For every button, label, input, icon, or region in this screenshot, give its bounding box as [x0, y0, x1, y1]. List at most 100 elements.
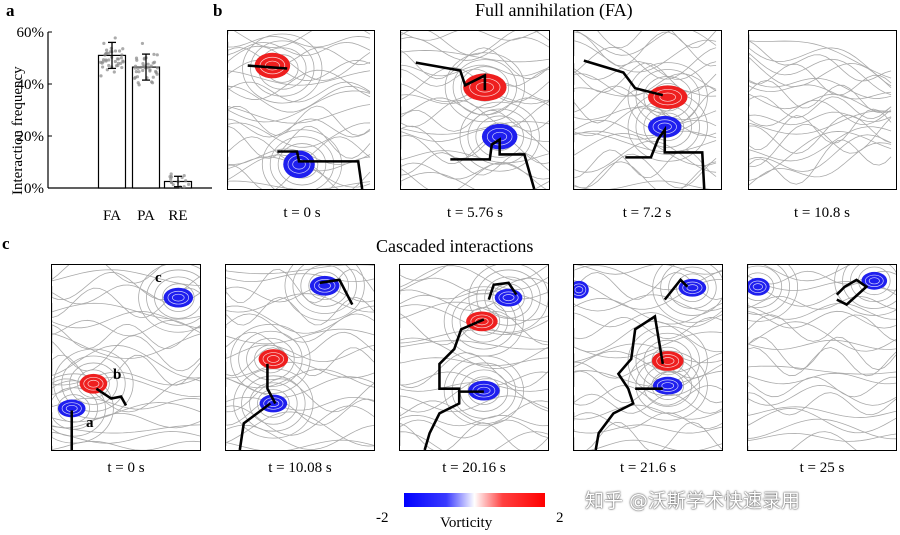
vortex-contour — [653, 89, 682, 106]
streamline — [574, 85, 717, 113]
circular-streamline — [249, 382, 298, 425]
streamline — [748, 314, 896, 342]
streamline — [749, 77, 892, 99]
streamlines — [749, 34, 892, 186]
fa-frame-0 — [227, 30, 375, 190]
streamline — [574, 384, 722, 406]
circular-streamline — [484, 276, 533, 319]
streamline — [228, 104, 371, 124]
streamline — [574, 132, 717, 153]
streamline — [400, 340, 548, 350]
circular-streamline — [57, 394, 90, 423]
data-point — [150, 81, 155, 85]
cascade-frame-4 — [747, 264, 897, 451]
streamline — [749, 134, 892, 172]
streamline — [574, 424, 722, 434]
data-point — [116, 63, 120, 68]
streamline — [574, 312, 722, 328]
streamline — [228, 31, 371, 48]
vorticity-colorbar — [404, 493, 545, 507]
streamline — [749, 139, 892, 185]
streamline — [749, 142, 892, 186]
streamline — [401, 64, 549, 77]
vortex-streamlines — [284, 265, 365, 321]
streamline — [400, 289, 548, 300]
streamline — [228, 125, 371, 159]
data-point — [120, 65, 124, 70]
circular-streamline — [460, 66, 510, 109]
circular-streamline — [468, 265, 548, 333]
negative-vortex — [748, 277, 770, 296]
bar — [131, 66, 161, 189]
vortex-trajectory — [95, 387, 128, 407]
vortex-core — [748, 277, 770, 296]
data-point — [146, 62, 150, 66]
streamline — [226, 305, 374, 334]
vortex-contour — [475, 317, 489, 326]
streamline — [401, 31, 540, 41]
streamline — [228, 122, 371, 148]
circular-streamline — [277, 143, 327, 186]
vortex-contour — [659, 92, 676, 102]
fa-time-0: t = 0 s — [283, 205, 321, 221]
vortex-contour — [172, 293, 185, 302]
negative-vortex — [494, 288, 523, 307]
circular-streamline — [269, 136, 335, 189]
title-b: Full annihilation (FA) — [475, 0, 633, 20]
data-point — [149, 64, 153, 68]
colorbar-label: Vorticity — [440, 515, 493, 531]
data-point — [148, 68, 152, 72]
circular-streamline — [261, 129, 343, 189]
streamline — [574, 161, 717, 189]
negative-vortex — [163, 287, 194, 308]
circular-streamline — [651, 346, 685, 376]
vortex-contour — [752, 283, 763, 291]
cascade-time-0: t = 0 s — [107, 460, 145, 476]
circular-streamline — [292, 265, 357, 314]
negative-vortex — [861, 271, 888, 290]
streamlines — [400, 265, 548, 450]
data-point — [136, 81, 140, 85]
bar — [97, 54, 127, 189]
vortex-core — [647, 85, 688, 110]
circular-streamline — [53, 348, 134, 419]
data-point — [169, 180, 174, 185]
streamline — [749, 95, 892, 119]
circular-streamline — [660, 265, 722, 316]
vortex-streamlines — [652, 265, 722, 323]
data-point — [155, 53, 159, 57]
data-point — [117, 49, 122, 53]
cascade-time-2: t = 20.16 s — [442, 460, 506, 476]
streamline — [400, 431, 548, 450]
streamline — [52, 269, 200, 286]
streamline — [749, 79, 892, 114]
streamline — [401, 50, 549, 63]
circular-streamline — [241, 375, 306, 432]
circular-streamline — [52, 387, 98, 430]
streamline — [574, 31, 717, 49]
data-point — [113, 59, 117, 64]
streamline — [400, 400, 548, 424]
streamline — [749, 114, 892, 154]
streamline — [749, 99, 892, 127]
streamline — [749, 126, 892, 162]
circular-streamline — [452, 59, 518, 116]
category-label: PA — [137, 208, 155, 224]
streamline — [574, 294, 722, 312]
streamline — [574, 133, 717, 166]
streamline — [226, 424, 374, 450]
panel-label-c: c — [2, 234, 10, 253]
vortex-contour — [574, 283, 587, 296]
streamline — [574, 31, 717, 56]
streamline — [749, 41, 892, 87]
data-point — [113, 36, 117, 40]
streamline — [52, 323, 200, 350]
vortex-contour — [313, 278, 336, 293]
streamline — [574, 39, 717, 73]
streamline — [749, 84, 892, 100]
data-point — [151, 61, 155, 65]
circular-streamline — [257, 389, 290, 418]
vortex-contour — [502, 294, 515, 302]
title-c: Cascaded interactions — [376, 236, 534, 256]
data-point — [140, 41, 145, 46]
